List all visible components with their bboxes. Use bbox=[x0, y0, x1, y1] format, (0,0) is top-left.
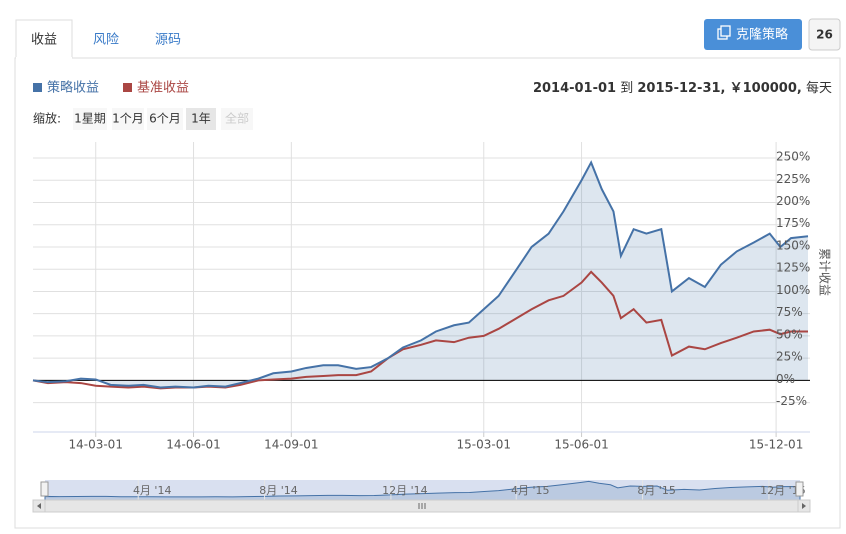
y-tick-label: 200% bbox=[776, 194, 810, 208]
zoom-button-bg[interactable] bbox=[186, 108, 216, 130]
navigator-label: 12月 '15 bbox=[760, 484, 806, 497]
scroll-grip bbox=[418, 503, 426, 509]
frequency: 每天 bbox=[806, 80, 832, 96]
zoom-button[interactable]: 1星期 bbox=[74, 112, 106, 126]
y-axis-title: 累计收益 bbox=[818, 248, 832, 296]
tab-gap bbox=[16, 57, 72, 60]
y-tick-label: 0% bbox=[776, 372, 795, 386]
y-tick-label: 150% bbox=[776, 238, 810, 252]
date-sep: 到 bbox=[620, 81, 633, 96]
zoom-button[interactable]: 6个月 bbox=[149, 112, 181, 126]
x-tick-label: 15-12-01 bbox=[749, 438, 803, 452]
navigator-label: 8月 '14 bbox=[259, 484, 298, 497]
legend-swatch[interactable] bbox=[123, 83, 132, 92]
y-tick-label: 175% bbox=[776, 216, 810, 230]
y-tick-label: 25% bbox=[776, 350, 803, 364]
x-tick-label: 15-06-01 bbox=[554, 438, 608, 452]
x-tick-label: 15-03-01 bbox=[457, 438, 511, 452]
x-tick-label: 14-09-01 bbox=[264, 438, 318, 452]
zoom-button-bg[interactable] bbox=[73, 108, 107, 130]
y-tick-label: 125% bbox=[776, 261, 810, 275]
zoom-label: 缩放: bbox=[33, 111, 61, 126]
legend-swatch[interactable] bbox=[33, 83, 42, 92]
tab[interactable]: 收益 bbox=[31, 33, 57, 48]
tab[interactable]: 源码 bbox=[155, 33, 181, 48]
backtest-info: 2014-01-01 到 2015-12-31, ￥100000, 每天 bbox=[533, 80, 832, 96]
zoom-button-bg[interactable] bbox=[221, 108, 253, 130]
plot-area bbox=[33, 142, 810, 432]
y-tick-label: 250% bbox=[776, 150, 810, 164]
legend-label[interactable]: 策略收益 bbox=[47, 80, 99, 96]
start-date: 2014-01-01 bbox=[533, 81, 616, 96]
x-tick-label: 14-06-01 bbox=[166, 438, 220, 452]
navigator-label: 8月 '15 bbox=[637, 484, 676, 497]
copy-icon bbox=[720, 25, 731, 37]
active-tab-border bbox=[15, 19, 73, 58]
navigator-area bbox=[44, 480, 801, 501]
navigator-handle[interactable] bbox=[40, 481, 49, 497]
navigator-label: 12月 '14 bbox=[382, 484, 428, 497]
end-date: 2015-12-31, bbox=[637, 81, 725, 96]
navigator-handle[interactable] bbox=[795, 481, 804, 497]
series-line bbox=[32, 160, 809, 389]
zoom-button-bg[interactable] bbox=[112, 108, 144, 130]
y-tick-label: 75% bbox=[776, 305, 803, 319]
navigator-label: 4月 '15 bbox=[511, 484, 550, 497]
clone-button-label[interactable]: 克隆策略 bbox=[736, 27, 788, 43]
zoom-button[interactable]: 全部 bbox=[225, 111, 249, 126]
clone-count-box bbox=[808, 18, 841, 51]
y-tick-label: 225% bbox=[776, 172, 810, 186]
y-tick-label: -25% bbox=[776, 394, 807, 408]
navigator-label: 4月 '14 bbox=[133, 484, 172, 497]
scroll-arrow bbox=[802, 503, 806, 509]
zoom-button-bg[interactable] bbox=[147, 108, 183, 130]
tab[interactable]: 风险 bbox=[93, 33, 119, 48]
y-tick-label: 50% bbox=[776, 327, 803, 341]
clone-count: 26 bbox=[816, 28, 833, 42]
zoom-button[interactable]: 1年 bbox=[191, 112, 211, 126]
capital: ￥100000, bbox=[730, 81, 802, 96]
scroll-arrow bbox=[37, 503, 41, 509]
x-tick-label: 14-03-01 bbox=[68, 438, 122, 452]
legend-label[interactable]: 基准收益 bbox=[137, 81, 189, 96]
zoom-button[interactable]: 1个月 bbox=[112, 112, 144, 126]
y-tick-label: 100% bbox=[776, 283, 810, 297]
